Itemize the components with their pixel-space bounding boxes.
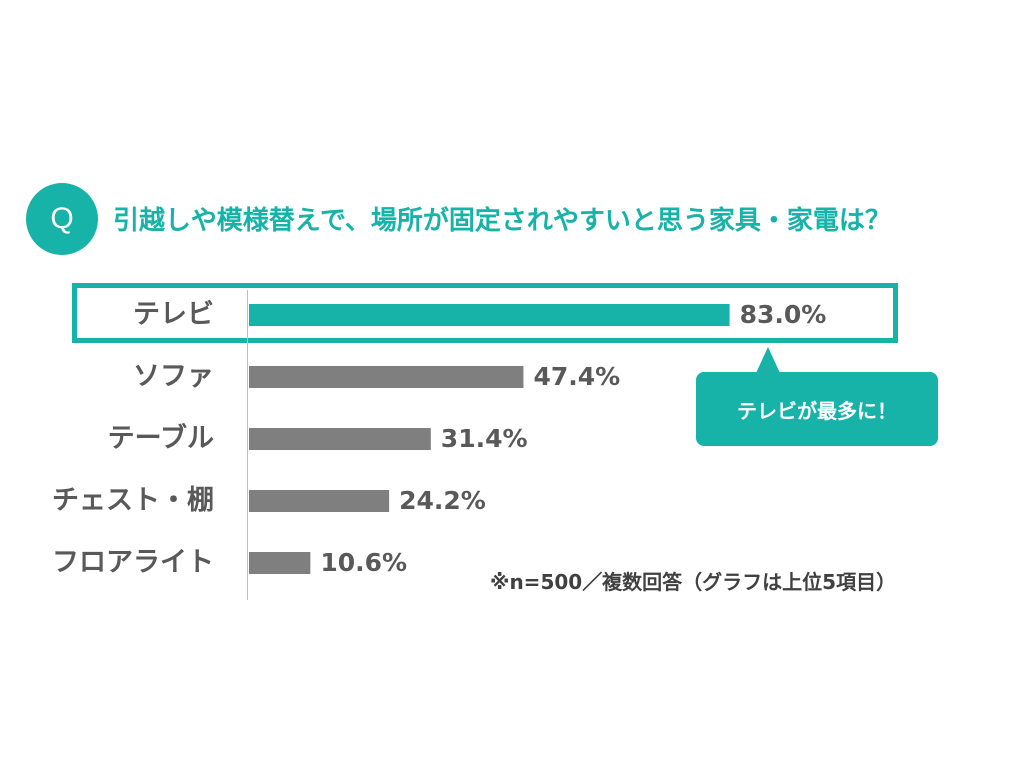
value-label-3: 31.4% <box>440 424 528 453</box>
category-label-2: ソファ <box>133 361 214 392</box>
category-label-5: フロアライト <box>52 547 214 578</box>
q-badge: Q <box>26 183 98 255</box>
callout-text: テレビが最多に！ <box>737 398 897 423</box>
bar-2 <box>249 366 524 388</box>
bar-5 <box>249 552 311 574</box>
value-label-5: 10.6% <box>320 548 408 577</box>
bar-3 <box>249 428 431 450</box>
question-title: 引越しや模様替えで、場所が固定されやすいと思う家具・家電は？ <box>113 206 891 236</box>
value-label-4: 24.2% <box>399 486 486 515</box>
category-label-4: チェスト・棚 <box>52 485 214 516</box>
bar-1 <box>249 304 730 326</box>
value-label-1: 83.0% <box>739 300 827 329</box>
value-label-2: 47.4% <box>533 362 621 391</box>
category-label-3: テーブル <box>107 423 214 454</box>
category-label-1: テレビ <box>133 299 214 330</box>
callout-tail <box>756 347 780 373</box>
category-axis-line <box>247 290 248 600</box>
sample-note: ※n=500／複数回答（グラフは上位5項目） <box>490 570 897 594</box>
callout-bubble: テレビが最多に！ <box>696 372 938 446</box>
bar-4 <box>249 490 390 512</box>
highlight-box <box>72 283 898 343</box>
